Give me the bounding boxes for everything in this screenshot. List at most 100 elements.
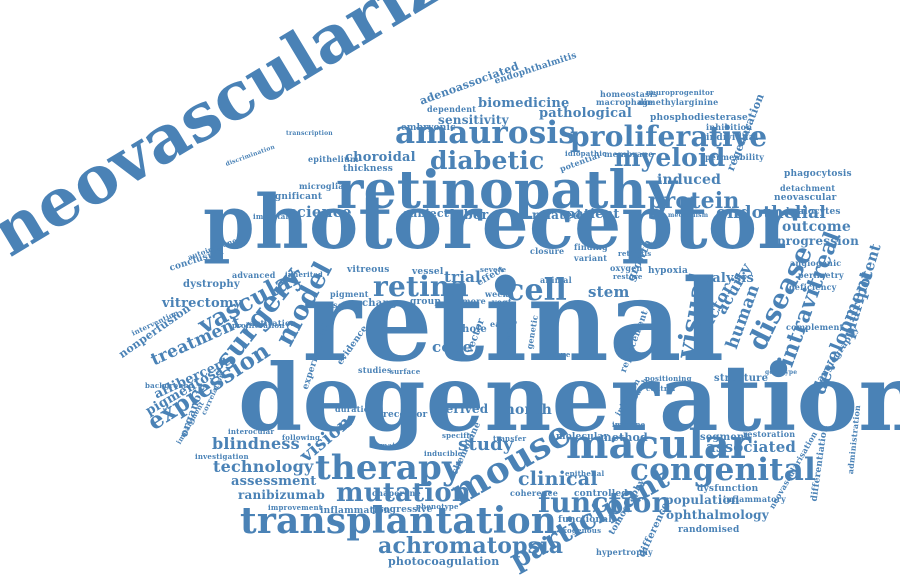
word-hypoxia: hypoxia <box>648 266 689 276</box>
word-embryonic: embryonic <box>401 123 456 133</box>
word-inhibition: inhibition <box>706 122 753 132</box>
word-investigation: investigation <box>195 452 249 461</box>
word-restoration: restoration <box>743 429 796 439</box>
word-week: week <box>485 289 509 299</box>
word-transcription: transcription <box>286 130 333 137</box>
word-more: more <box>462 296 486 306</box>
word-significant: significant <box>266 192 323 202</box>
word-central: central <box>646 384 676 393</box>
word-baseline: baseline <box>322 300 361 310</box>
word-retina: retina <box>373 270 469 303</box>
word-retinitis: retinitis <box>618 249 652 258</box>
word-segment: segment <box>700 432 750 443</box>
word-receptor: receptor <box>383 410 428 420</box>
word-chaperone: chaperone <box>372 488 421 498</box>
word-study: study <box>458 434 514 455</box>
word-blindness: blindness <box>212 434 300 453</box>
word-epithelium: epithelium <box>308 154 359 164</box>
word-cone: cone <box>432 338 473 356</box>
word-ophthalmology: ophthalmology <box>666 508 769 522</box>
word-retinopathy: retinopathy <box>336 160 678 221</box>
word-phenotype: phenotype <box>416 502 459 511</box>
word-coherence: coherence <box>510 488 558 498</box>
word-hole: hole <box>462 324 487 335</box>
word-retinal: retinal <box>302 256 725 387</box>
word-pluripotent: pluripotent <box>838 241 885 340</box>
word-neuroprogenitor: neuroprogenitor <box>646 88 714 97</box>
word-studies: studies <box>358 365 392 375</box>
word-hyalocytes: hyalocytes <box>786 207 841 217</box>
word-immune: immune <box>612 420 646 429</box>
word-finding: finding <box>574 242 608 252</box>
word-method: method <box>600 431 648 444</box>
word-surface: surface <box>390 367 421 376</box>
word-specific: specific <box>442 431 474 440</box>
word-vitreous: vitreous <box>347 265 390 275</box>
word-closure: closure <box>530 246 565 256</box>
word-molecular: molecular <box>556 432 609 442</box>
word-macrophage: macrophage <box>596 97 654 107</box>
word-subject: subject <box>403 207 450 220</box>
word-idiopathic: idiopathic <box>565 149 607 158</box>
word-individual: individual <box>706 133 759 143</box>
word-positioning: positioning <box>645 374 692 383</box>
word-progressive: progressive <box>372 505 433 515</box>
word-severe: severe <box>480 265 507 274</box>
word-mutation: mutation <box>336 478 472 508</box>
word-activation: activation <box>250 318 297 328</box>
word-inflammation: inflammation <box>320 506 391 516</box>
word-stem: stem <box>588 283 630 301</box>
word-inflammatory: inflammatory <box>723 494 786 504</box>
word-associated: associated <box>706 438 797 456</box>
word-assessment: assessment <box>231 474 317 489</box>
word-genotype: genotype <box>765 369 798 376</box>
word-diabetic: diabetic <box>430 146 545 175</box>
word-vegf: vegf <box>492 297 512 307</box>
word-patient: patient <box>566 207 620 222</box>
word-therapy: therapy <box>315 448 462 488</box>
word-pigment: pigment <box>330 289 369 299</box>
word-functional: functional <box>558 515 612 525</box>
word-month: month <box>500 402 552 418</box>
word-macular: macular <box>566 421 752 468</box>
word-microglia: microglia <box>299 181 344 191</box>
word-change: change <box>362 298 404 309</box>
word-clinical: clinical <box>518 468 598 490</box>
word-early: early <box>490 319 514 329</box>
word-related: related <box>532 208 582 222</box>
word-achromatopsia: achromatopsia <box>378 533 564 559</box>
word-inducible: inducible <box>424 449 463 458</box>
word-mechanism: mechanism <box>668 212 709 219</box>
word-induced: induced <box>657 172 722 188</box>
word-advanced: advanced <box>232 270 276 280</box>
word-important: important <box>253 212 295 221</box>
word-biomedicine: biomedicine <box>478 96 570 111</box>
word-vitrectomy: vitrectomy <box>162 296 242 311</box>
word-deficiency: deficiency <box>789 282 837 292</box>
word-structure: structure <box>714 373 769 384</box>
word-ranibizumab: ranibizumab <box>238 488 325 502</box>
word-proliferation: proliferation <box>232 321 285 330</box>
word-perimetry: perimetry <box>798 270 844 280</box>
word-randomised: randomised <box>678 525 740 535</box>
word-endothelial: endothelial <box>716 203 827 223</box>
word-epithelial: epithelial <box>565 469 605 478</box>
word-phosphodiesterase: phosphodiesterase <box>650 113 748 123</box>
word-cell: cell <box>506 273 567 308</box>
word-domain: domain <box>370 441 401 450</box>
word-homeostasis: homeostasis <box>600 89 658 99</box>
word-dysfunction: dysfunction <box>697 484 759 494</box>
word-variant: variant <box>574 253 608 263</box>
word-science: science <box>288 203 352 221</box>
word-thickness: thickness <box>343 164 394 174</box>
word-vessel: vessel <box>412 267 444 277</box>
word-degeneration: degeneration <box>238 344 900 452</box>
word-trial: trial <box>444 268 481 286</box>
word-animal: animal <box>540 275 572 285</box>
word-dystrophy: dystrophy <box>183 279 240 290</box>
word-function: function <box>538 486 673 519</box>
word-tissue: tissue <box>546 350 571 359</box>
word-derived: derived <box>437 402 489 416</box>
word-hypertrophy: hypertrophy <box>596 547 653 557</box>
word-complement: complement <box>786 322 844 332</box>
